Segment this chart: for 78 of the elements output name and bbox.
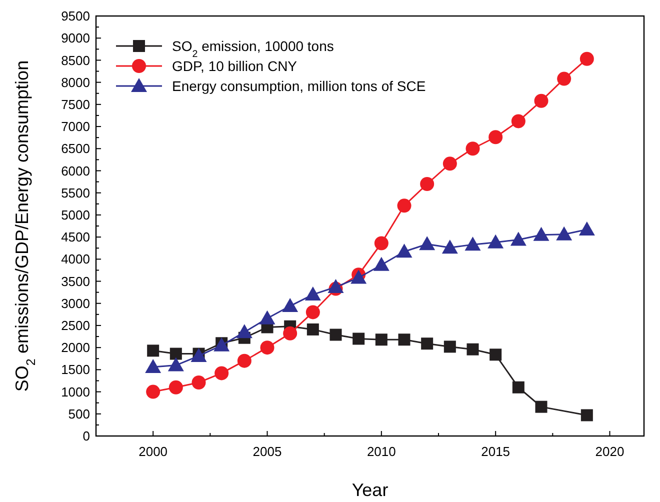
y-tick-label: 2000 [61,340,90,356]
point [352,332,365,345]
legend-label: Energy consumption, million tons of SCE [172,78,426,94]
x-tick-label: 2015 [481,444,510,459]
point [580,409,593,422]
point [533,226,550,241]
y-tick-label: 1000 [61,384,90,400]
point [192,376,206,390]
point [421,338,434,350]
point [490,348,502,361]
point [464,236,481,251]
point [306,323,319,336]
point [442,156,457,171]
point [444,340,456,353]
point [168,380,183,394]
point [557,72,572,86]
y-tick-label: 7500 [61,96,90,112]
point [488,234,504,248]
point [304,286,321,301]
point [145,359,162,374]
point [168,357,184,372]
point [556,226,572,240]
point [375,334,388,346]
y-tick-label: 4500 [61,230,90,245]
point [442,240,458,254]
point [534,94,548,108]
y-tick-label: 5000 [61,207,90,222]
point [466,142,480,156]
y-tick-label: 3000 [61,296,90,311]
point [512,381,524,394]
point [398,334,410,346]
point [146,384,160,399]
x-tick-label: 2010 [366,444,396,459]
point [373,256,390,271]
point [420,177,434,191]
point [535,400,548,413]
point [466,343,479,356]
y-tick-label: 9000 [61,30,90,46]
x-tick-label: 2005 [252,444,282,459]
x-axis-title: Year [352,480,388,500]
point [330,328,342,341]
point [306,305,320,320]
point [511,114,526,128]
point [396,244,412,258]
point [374,236,388,250]
y-tick-label: 2500 [61,318,90,334]
point [147,344,160,357]
legend-label: GDP, 10 billion CNY [172,58,298,74]
point [578,222,595,236]
point [259,310,276,324]
y-tick-label: 3500 [61,274,90,289]
point [283,326,298,340]
y-tick-label: 6000 [61,163,90,178]
point [260,340,274,355]
y-tick-label: 7000 [61,119,90,134]
x-tick-label: 2020 [595,444,624,459]
y-tick-label: 1500 [61,362,90,378]
point [510,232,526,246]
point [397,198,412,213]
y-tick-label: 6500 [61,141,90,156]
y-tick-label: 9500 [61,8,90,24]
y-tick-label: 8500 [61,52,90,68]
point [214,366,229,380]
legend-label: SO$_{2}$ emission, 10000 tons [172,38,334,60]
point [328,279,344,294]
y-tick-label: 5500 [61,185,90,200]
point [419,236,436,250]
x-tick-label: 2000 [138,444,168,459]
y-tick-label: 8000 [61,74,90,90]
point [282,298,298,312]
y-tick-label: 4000 [61,252,90,267]
y-tick-label: 0 [82,428,90,444]
y-tick-label: 500 [68,406,90,422]
point [488,130,503,144]
point [580,52,594,66]
point [237,354,252,368]
point [170,348,182,360]
point [236,324,252,338]
